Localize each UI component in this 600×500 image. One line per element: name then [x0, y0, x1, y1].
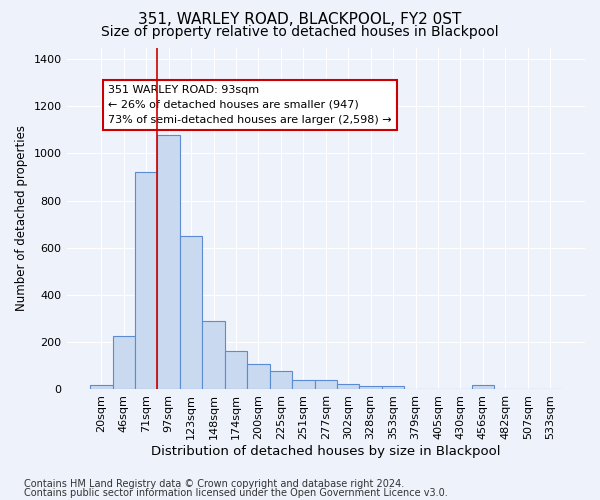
- Y-axis label: Number of detached properties: Number of detached properties: [15, 125, 28, 311]
- Bar: [135, 172, 157, 389]
- Bar: [337, 384, 359, 389]
- Bar: [225, 352, 247, 389]
- X-axis label: Distribution of detached houses by size in Blackpool: Distribution of detached houses by size …: [151, 444, 500, 458]
- Bar: [269, 372, 292, 389]
- Bar: [382, 386, 404, 389]
- Bar: [359, 386, 382, 389]
- Bar: [157, 134, 180, 389]
- Text: 351 WARLEY ROAD: 93sqm
← 26% of detached houses are smaller (947)
73% of semi-de: 351 WARLEY ROAD: 93sqm ← 26% of detached…: [108, 85, 392, 125]
- Bar: [90, 386, 113, 389]
- Text: Size of property relative to detached houses in Blackpool: Size of property relative to detached ho…: [101, 25, 499, 39]
- Text: 351, WARLEY ROAD, BLACKPOOL, FY2 0ST: 351, WARLEY ROAD, BLACKPOOL, FY2 0ST: [139, 12, 461, 28]
- Bar: [292, 380, 314, 389]
- Bar: [113, 336, 135, 389]
- Text: Contains HM Land Registry data © Crown copyright and database right 2024.: Contains HM Land Registry data © Crown c…: [24, 479, 404, 489]
- Bar: [202, 320, 225, 389]
- Bar: [180, 236, 202, 389]
- Bar: [472, 386, 494, 389]
- Bar: [314, 380, 337, 389]
- Bar: [247, 364, 269, 389]
- Text: Contains public sector information licensed under the Open Government Licence v3: Contains public sector information licen…: [24, 488, 448, 498]
